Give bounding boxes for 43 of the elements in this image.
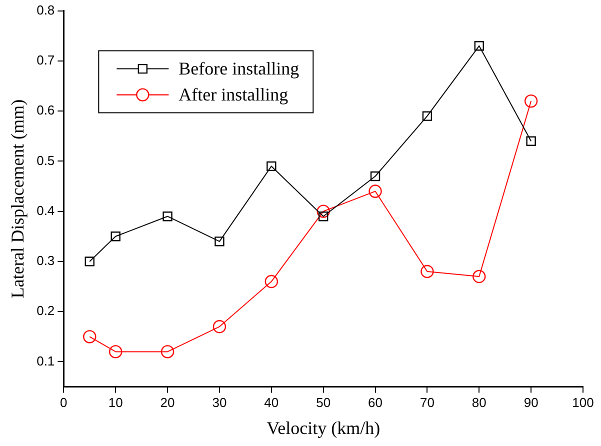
x-tick-label: 70: [420, 395, 434, 410]
point: [212, 320, 226, 334]
y-axis-title: Lateral Displacement (mm): [8, 99, 28, 298]
legend-label: Before installing: [178, 58, 300, 79]
point: [472, 270, 486, 284]
x-axis-title: Velocity (km/h): [266, 418, 380, 438]
x-tick-label: 0: [60, 395, 68, 410]
x-tick-label: 40: [264, 395, 279, 410]
y-tick-label: 0.1: [36, 353, 55, 368]
x-tick-label: 10: [108, 395, 123, 410]
point: [318, 212, 328, 222]
x-tick-label: 20: [160, 395, 175, 410]
point: [109, 345, 122, 358]
y-tick-label: 0.6: [36, 102, 55, 118]
y-tick-label: 0.5: [36, 152, 55, 168]
point: [316, 204, 330, 218]
y-tick-label: 0.2: [36, 303, 55, 318]
y-tick-label: 0.4: [36, 202, 55, 218]
point: [264, 274, 278, 288]
point: [214, 236, 224, 246]
point: [474, 41, 484, 51]
point: [370, 171, 380, 182]
point: [368, 184, 382, 198]
point: [83, 330, 96, 344]
point: [84, 256, 94, 266]
point: [524, 94, 538, 108]
point: [526, 136, 536, 146]
x-tick-label: 100: [572, 395, 594, 410]
point: [266, 161, 276, 172]
x-tick-label: 90: [524, 395, 538, 410]
x-tick-label: 80: [472, 395, 486, 410]
point: [422, 111, 432, 121]
x-tick-label: 30: [212, 395, 227, 410]
point: [110, 232, 120, 242]
point: [420, 264, 434, 278]
point: [162, 212, 172, 222]
x-tick-label: 50: [316, 395, 331, 410]
y-tick-label: 0.8: [36, 2, 55, 18]
point: [160, 345, 174, 358]
x-tick-label: 60: [368, 395, 383, 410]
y-tick-label: 0.3: [36, 253, 55, 268]
y-tick-label: 0.7: [36, 52, 55, 68]
legend-label: After installing: [178, 84, 288, 105]
